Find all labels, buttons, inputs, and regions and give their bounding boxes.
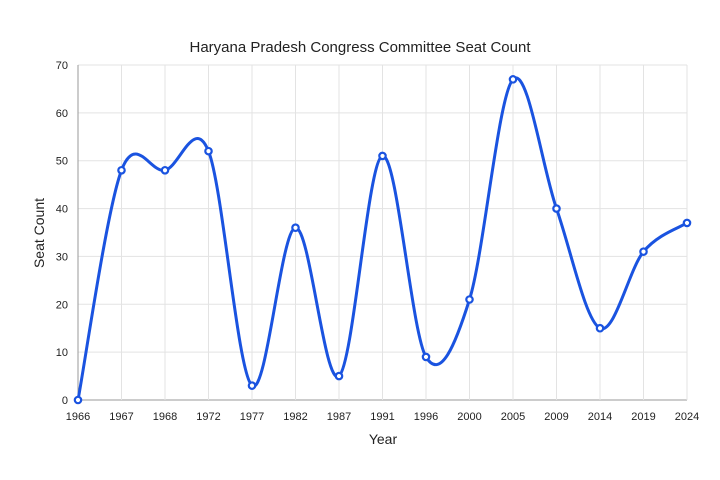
x-tick-label: 1968 xyxy=(153,411,177,423)
x-tick-label: 2009 xyxy=(544,411,568,423)
x-tick-label: 1967 xyxy=(109,411,133,423)
y-tick-label: 70 xyxy=(56,60,68,72)
data-point xyxy=(639,247,648,256)
y-tick-label: 50 xyxy=(56,156,68,168)
x-tick-label: 1982 xyxy=(283,411,307,423)
x-tick-label: 1991 xyxy=(370,411,394,423)
data-point xyxy=(117,165,126,175)
x-tick-label: 2019 xyxy=(631,411,655,423)
data-point xyxy=(378,151,387,161)
data-point xyxy=(421,352,431,362)
x-tick-label: 2000 xyxy=(457,411,481,423)
chart-title: Haryana Pradesh Congress Committee Seat … xyxy=(189,39,531,56)
data-point xyxy=(204,146,213,156)
data-point xyxy=(247,381,257,390)
series-line xyxy=(76,76,689,402)
x-axis-label: Year xyxy=(369,431,398,447)
data-point xyxy=(508,75,518,84)
y-tick-label: 0 xyxy=(62,395,68,407)
point-layer xyxy=(73,75,692,405)
data-point xyxy=(291,223,300,233)
y-tick-label: 60 xyxy=(56,108,68,120)
x-tick-label: 2014 xyxy=(588,411,612,423)
y-tick-label: 40 xyxy=(56,204,68,216)
x-tick-label: 1996 xyxy=(414,411,438,423)
y-tick-label: 30 xyxy=(56,251,68,263)
x-tick-label: 1987 xyxy=(327,411,351,423)
x-tick-label: 1966 xyxy=(66,411,90,423)
y-axis-label: Seat Count xyxy=(31,198,47,268)
y-tick-label: 20 xyxy=(56,299,68,311)
data-point xyxy=(595,323,605,333)
axis-layer: 0 10 20 30 40 50 60 70 1966 1967 1968 1972 1977 1982 1… xyxy=(56,60,699,423)
data-point xyxy=(160,165,170,175)
y-tick-label: 10 xyxy=(56,347,68,359)
data-point xyxy=(73,395,83,405)
x-tick-label: 1977 xyxy=(240,411,264,423)
grid-layer xyxy=(77,64,688,401)
series-layer xyxy=(76,76,689,402)
x-tick-label: 2005 xyxy=(501,411,525,423)
data-point xyxy=(552,204,561,213)
data-point xyxy=(334,371,344,381)
x-tick-label: 1972 xyxy=(196,411,220,423)
x-tick-label: 2024 xyxy=(675,411,699,423)
data-point xyxy=(465,295,474,304)
data-point xyxy=(682,218,692,228)
